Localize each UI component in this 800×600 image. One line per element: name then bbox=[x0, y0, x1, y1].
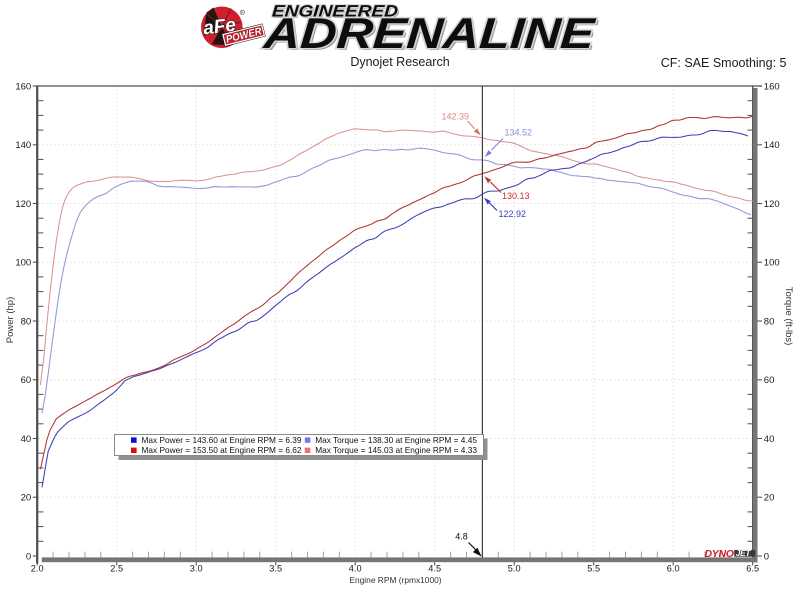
svg-text:Dynojet Research: Dynojet Research bbox=[350, 55, 449, 69]
svg-text:100: 100 bbox=[15, 258, 31, 269]
svg-text:142.39: 142.39 bbox=[442, 112, 470, 122]
svg-text:20: 20 bbox=[764, 493, 775, 504]
svg-text:140: 140 bbox=[764, 140, 780, 151]
svg-text:140: 140 bbox=[15, 140, 31, 151]
svg-text:60: 60 bbox=[21, 375, 32, 386]
svg-text:6.0: 6.0 bbox=[667, 563, 680, 573]
svg-text:80: 80 bbox=[764, 316, 775, 327]
svg-text:6.5: 6.5 bbox=[746, 563, 759, 573]
svg-text:4.8: 4.8 bbox=[455, 532, 468, 542]
svg-text:120: 120 bbox=[764, 199, 780, 210]
svg-text:100: 100 bbox=[764, 258, 780, 269]
svg-text:2.5: 2.5 bbox=[110, 563, 123, 573]
svg-text:130.13: 130.13 bbox=[502, 191, 530, 201]
svg-text:160: 160 bbox=[764, 81, 780, 92]
svg-text:60: 60 bbox=[764, 375, 775, 386]
svg-text:Engine RPM (rpmx1000): Engine RPM (rpmx1000) bbox=[349, 575, 441, 585]
svg-text:122.92: 122.92 bbox=[499, 209, 527, 219]
svg-text:3.0: 3.0 bbox=[190, 563, 203, 573]
svg-text:40: 40 bbox=[21, 434, 32, 445]
svg-text:Power (hp): Power (hp) bbox=[5, 297, 16, 343]
svg-text:5.5: 5.5 bbox=[587, 563, 600, 573]
svg-text:120: 120 bbox=[15, 199, 31, 210]
svg-text:JET: JET bbox=[736, 548, 752, 558]
svg-text:Max Torque = 145.03 at Engine: Max Torque = 145.03 at Engine RPM = 4.33 bbox=[315, 445, 477, 455]
svg-text:20: 20 bbox=[21, 493, 32, 504]
svg-text:ADRENALINE: ADRENALINE bbox=[264, 12, 600, 60]
svg-text:4.5: 4.5 bbox=[428, 563, 441, 573]
svg-text:0: 0 bbox=[26, 551, 31, 562]
svg-text:ENGINEERED: ENGINEERED bbox=[273, 3, 400, 22]
svg-text:40: 40 bbox=[764, 434, 775, 445]
svg-text:5.0: 5.0 bbox=[508, 563, 521, 573]
svg-text:DYNO: DYNO bbox=[705, 548, 734, 560]
svg-text:0: 0 bbox=[764, 551, 769, 562]
svg-text:80: 80 bbox=[21, 316, 32, 327]
svg-text:ADRENALINE: ADRENALINE bbox=[261, 10, 597, 58]
svg-text:Max Torque = 138.30 at Engine: Max Torque = 138.30 at Engine RPM = 4.45 bbox=[315, 435, 477, 445]
svg-text:R: R bbox=[241, 10, 244, 15]
svg-text:160: 160 bbox=[15, 81, 31, 92]
svg-text:CF: SAE Smoothing: 5: CF: SAE Smoothing: 5 bbox=[661, 56, 787, 70]
svg-text:2.0: 2.0 bbox=[31, 563, 44, 573]
svg-text:4.0: 4.0 bbox=[349, 563, 362, 573]
svg-text:3.5: 3.5 bbox=[269, 563, 282, 573]
svg-text:ENGINEERED: ENGINEERED bbox=[271, 2, 398, 21]
svg-text:Torque (ft-lbs): Torque (ft-lbs) bbox=[783, 287, 794, 346]
svg-text:134.52: 134.52 bbox=[505, 128, 533, 138]
svg-text:Max Power = 143.60 at Engine R: Max Power = 143.60 at Engine RPM = 6.39 bbox=[142, 435, 302, 445]
svg-text:Max Power = 153.50 at Engine R: Max Power = 153.50 at Engine RPM = 6.62 bbox=[142, 445, 302, 455]
